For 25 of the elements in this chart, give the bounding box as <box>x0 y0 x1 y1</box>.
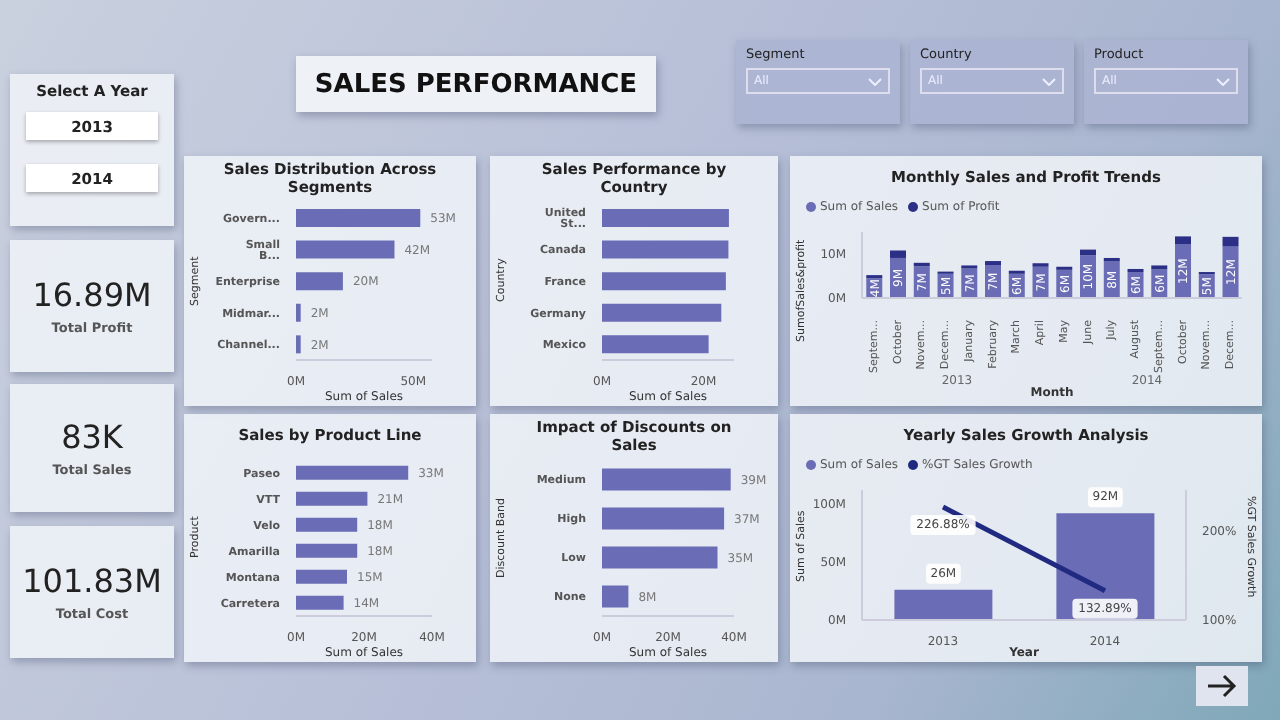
bar <box>296 543 358 558</box>
bar <box>296 465 409 480</box>
bar <box>602 585 629 608</box>
bar <box>296 240 395 259</box>
bar <box>1222 236 1239 247</box>
text: SALES PERFORMANCE <box>296 56 656 112</box>
bar <box>1175 236 1192 245</box>
bar <box>296 569 347 584</box>
bar <box>890 250 907 258</box>
bar <box>602 272 726 291</box>
bar <box>296 595 344 610</box>
bar <box>296 517 358 532</box>
bar <box>296 208 421 227</box>
text: 101.83M <box>22 562 162 600</box>
bar <box>602 507 725 530</box>
text: 16.89M <box>32 276 152 314</box>
bar <box>602 303 722 322</box>
bar <box>296 272 343 291</box>
bar <box>602 468 731 491</box>
text: 83K <box>61 418 123 456</box>
bar <box>296 491 368 506</box>
bar <box>602 208 729 227</box>
bar <box>602 546 718 569</box>
bar <box>602 240 729 259</box>
bar <box>602 335 709 354</box>
